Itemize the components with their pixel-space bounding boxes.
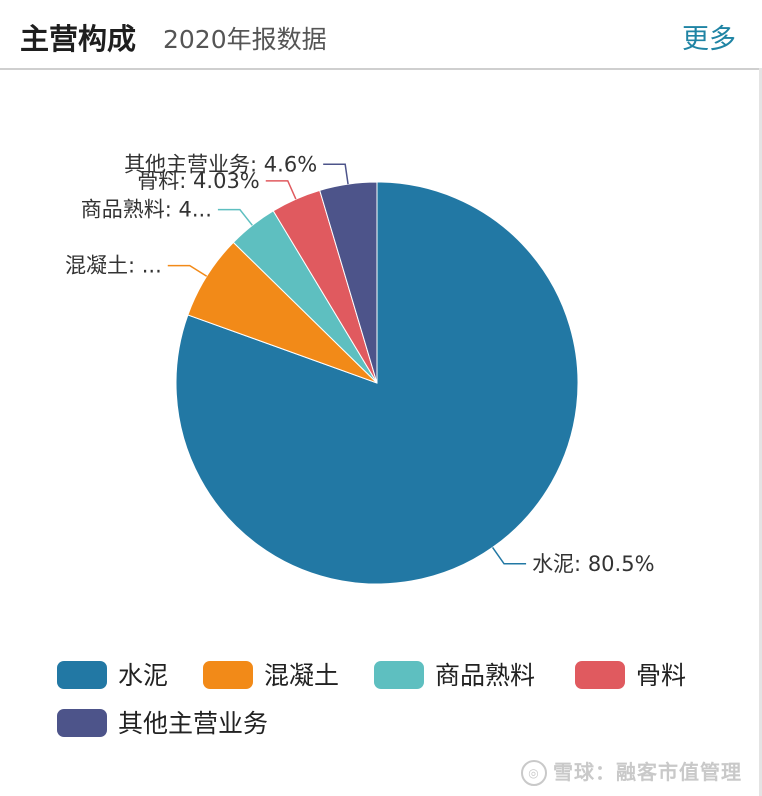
legend-swatch-4[interactable]	[57, 709, 107, 737]
leader-line-4	[323, 163, 349, 185]
snowball-logo-icon: ◎	[521, 760, 547, 786]
card-right-border	[759, 68, 762, 796]
slice-label-3: 骨料: 4.03%	[137, 169, 259, 193]
legend-swatch-2[interactable]	[374, 661, 424, 689]
legend-label-4[interactable]: 其他主营业务	[118, 709, 268, 738]
leader-line-2	[217, 208, 253, 226]
slice-label-0: 水泥: 80.5%	[532, 552, 654, 576]
slice-label-1: 混凝土: ...	[65, 254, 162, 278]
watermark: ◎ 雪球：融客市值管理	[521, 756, 742, 786]
slice-label-2: 商品熟料: 4...	[81, 198, 212, 222]
watermark-text: 雪球：融客市值管理	[553, 759, 742, 784]
legend-label-0[interactable]: 水泥	[118, 661, 168, 690]
more-link[interactable]: 更多	[682, 24, 736, 55]
leader-line-1	[167, 264, 208, 277]
card-subtitle: 2020年报数据	[163, 25, 327, 54]
card-header: 主营构成 2020年报数据 更多	[0, 0, 762, 70]
legend-label-2[interactable]: 商品熟料	[435, 661, 535, 690]
legend-label-3[interactable]: 骨料	[636, 661, 686, 690]
card-title: 主营构成	[20, 22, 137, 56]
pie-chart: 水泥: 80.5%混凝土: ...商品熟料: 4...骨料: 4.03%其他主营…	[57, 152, 686, 738]
legend-swatch-0[interactable]	[57, 661, 107, 689]
pie-slice-4[interactable]	[319, 181, 378, 384]
legend-swatch-1[interactable]	[203, 661, 253, 689]
leader-line-3	[265, 180, 297, 200]
slice-label-4: 其他主营业务: 4.6%	[124, 152, 317, 176]
leader-line-0	[491, 547, 527, 565]
legend-label-1[interactable]: 混凝土	[264, 661, 339, 690]
legend-swatch-3[interactable]	[575, 661, 625, 689]
